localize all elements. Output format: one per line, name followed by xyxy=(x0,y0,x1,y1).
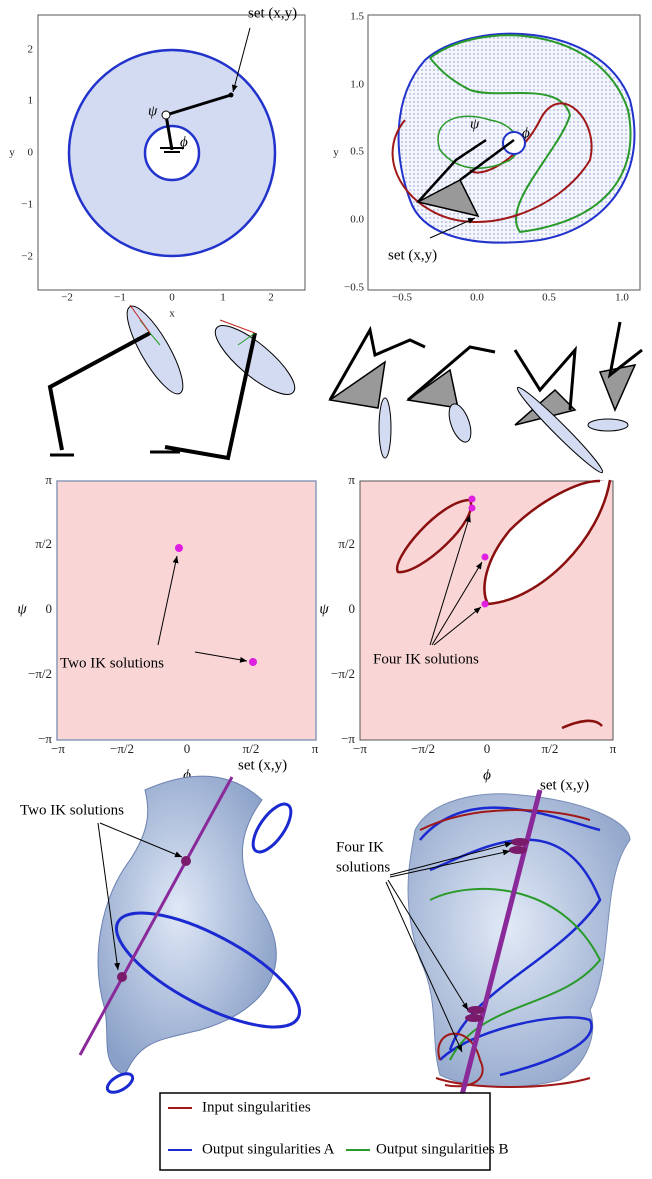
figure: set (x,y) ψ ϕ x y set (x,y) ψ ϕ y Two IK… xyxy=(0,0,652,1174)
end-point xyxy=(229,93,234,98)
x-tick-label: π xyxy=(610,741,617,756)
annotation: Two IK solutions xyxy=(20,802,124,818)
legend-label: Output singularities B xyxy=(376,1141,509,1157)
y-tick-label: π xyxy=(45,472,52,487)
annotation: Four IK solutions xyxy=(373,651,479,667)
ik-solution xyxy=(465,1014,483,1022)
y-tick-label: −π/2 xyxy=(28,666,52,681)
y-tick-label: −π xyxy=(38,731,52,746)
x-tick-label: −2 xyxy=(61,292,73,304)
x-tick-label: 0.0 xyxy=(470,292,484,304)
y-tick-label: −π/2 xyxy=(331,666,355,681)
angle-label: ψ xyxy=(470,116,480,132)
x-tick-label: 0 xyxy=(484,741,491,756)
ik-solution xyxy=(482,601,489,608)
surface-b: Four IK solutions set (x,y) xyxy=(336,777,630,1095)
x-axis-label: ϕ xyxy=(483,767,491,783)
y-tick-label: 0 xyxy=(46,601,53,616)
ik-solution xyxy=(467,1006,485,1014)
x-tick-label: 0 xyxy=(169,292,175,304)
angle-label: ψ xyxy=(148,103,158,119)
y-axis-label: ψ xyxy=(17,601,27,617)
y-axis-label: ψ xyxy=(319,601,329,617)
y-tick-label: −π xyxy=(341,731,355,746)
x-axis-label: x xyxy=(169,308,175,320)
x-tick-label: −0.5 xyxy=(392,292,412,304)
config-a: Two IK solutions ϕ ψ xyxy=(17,481,316,783)
y-tick-label: 1 xyxy=(28,95,34,107)
ik-solution xyxy=(469,505,476,512)
y-axis-label: y xyxy=(333,147,339,159)
x-tick-label: −π xyxy=(51,741,65,756)
legend-label: Input singularities xyxy=(202,1099,311,1115)
y-tick-label: 0.0 xyxy=(350,214,364,226)
ik-solution xyxy=(249,658,257,666)
x-tick-label: −π/2 xyxy=(110,741,134,756)
x-tick-label: −π/2 xyxy=(411,741,435,756)
y-tick-label: −2 xyxy=(21,251,33,263)
singularity-ring xyxy=(104,1070,135,1096)
joint xyxy=(162,111,170,119)
config-b: Four IK solutions ϕ ψ xyxy=(319,480,613,783)
y-tick-label: 0.5 xyxy=(350,146,364,158)
annotation: set (x,y) xyxy=(540,777,589,793)
x-tick-label: 0.5 xyxy=(542,292,556,304)
ik-solution xyxy=(181,856,191,866)
annotation: solutions xyxy=(336,859,390,875)
surface xyxy=(98,776,276,1075)
frame xyxy=(57,481,316,740)
ik-solution xyxy=(509,846,527,854)
y-tick-label: 0 xyxy=(28,147,34,159)
x-tick-label: 0 xyxy=(184,741,191,756)
x-tick-label: π xyxy=(312,741,319,756)
y-tick-label: π/2 xyxy=(35,536,52,551)
annotation: Two IK solutions xyxy=(60,655,164,671)
x-tick-label: 2 xyxy=(268,292,274,304)
x-tick-label: π/2 xyxy=(542,741,559,756)
annotation: set (x,y) xyxy=(248,5,297,21)
angle-label: ϕ xyxy=(522,125,530,141)
x-tick-label: π/2 xyxy=(243,741,260,756)
x-tick-label: −1 xyxy=(114,292,126,304)
y-tick-label: 2 xyxy=(28,44,34,56)
y-tick-label: 1.0 xyxy=(350,79,364,91)
surface-a: Two IK solutions set (x,y) xyxy=(20,757,314,1096)
workspace-a: set (x,y) ψ ϕ x y xyxy=(9,5,305,319)
x-tick-label: 1.0 xyxy=(615,292,629,304)
y-axis-label: y xyxy=(9,147,15,159)
ik-solution xyxy=(117,972,127,982)
ik-solution xyxy=(482,554,489,561)
surface xyxy=(408,794,630,1087)
annotation: Four IK xyxy=(336,839,384,855)
x-tick-label: −π xyxy=(353,741,367,756)
workspace-b: set (x,y) ψ ϕ y xyxy=(333,15,640,290)
poses xyxy=(50,300,642,477)
ik-solution xyxy=(175,544,183,552)
legend: Input singularities Output singularities… xyxy=(160,1093,509,1170)
y-tick-label: π/2 xyxy=(338,536,355,551)
y-tick-label: 1.5 xyxy=(350,11,364,23)
y-tick-label: −1 xyxy=(21,199,33,211)
y-tick-label: 0 xyxy=(349,601,356,616)
x-tick-label: 1 xyxy=(220,292,226,304)
legend-label: Output singularities A xyxy=(202,1141,335,1157)
annotation: set (x,y) xyxy=(388,247,437,263)
y-tick-label: π xyxy=(348,472,355,487)
ik-solution xyxy=(469,496,476,503)
y-tick-label: −0.5 xyxy=(344,282,364,294)
annotation: set (x,y) xyxy=(238,757,287,773)
ik-solution xyxy=(511,838,529,846)
angle-label: ϕ xyxy=(180,134,188,150)
